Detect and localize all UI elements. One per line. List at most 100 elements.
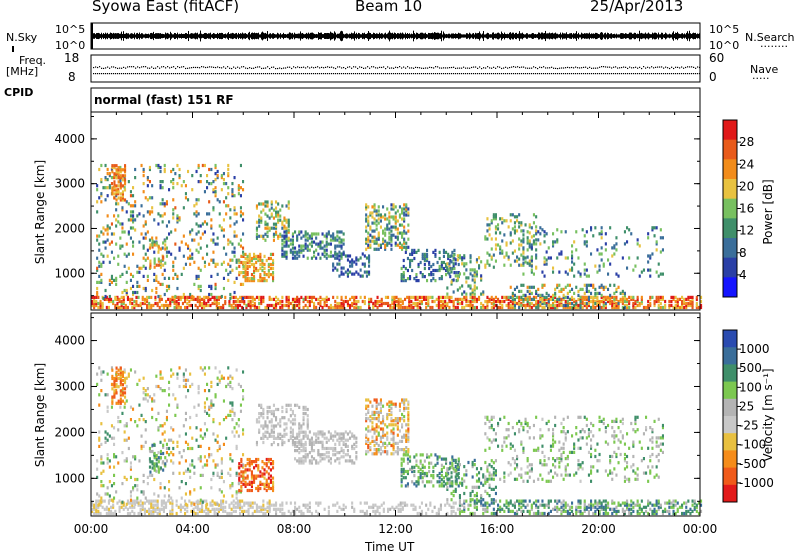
power-cell [573, 240, 576, 244]
noise-sample [352, 33, 353, 39]
power-cell [332, 268, 335, 272]
noise-sample [450, 34, 451, 38]
power-cell [224, 301, 227, 306]
velocity-cell [179, 503, 182, 507]
power-cell [338, 254, 341, 258]
nave-sample [425, 73, 427, 75]
power-cell [393, 299, 396, 304]
power-cell [409, 277, 412, 281]
power-cell [432, 262, 435, 267]
power-cell [617, 301, 620, 306]
power-cell [581, 299, 584, 304]
nave-sample [679, 73, 681, 75]
velocity-cell [450, 509, 453, 513]
velocity-cell [575, 509, 578, 513]
noise-sample [638, 33, 639, 39]
noise-sample [541, 32, 542, 40]
power-cell [596, 295, 599, 299]
power-cell [390, 207, 393, 211]
power-cell [136, 280, 139, 284]
power-cell [552, 232, 555, 236]
power-cell [636, 297, 639, 301]
velocity-cell [359, 501, 362, 505]
power-cell [408, 303, 411, 308]
nave-sample [437, 73, 439, 75]
power-cell [396, 235, 399, 239]
velocity-cell [454, 501, 457, 505]
velocity-cell [243, 509, 246, 513]
power-cell [600, 232, 603, 236]
power-cell [325, 256, 328, 260]
power-cell [609, 299, 612, 304]
velocity-cell [520, 509, 523, 513]
nave-sample [239, 73, 241, 75]
nave-sample [263, 73, 265, 75]
freq-sample [573, 67, 575, 69]
power-cell [285, 252, 288, 256]
noise-sample [146, 33, 147, 39]
nave-sample [683, 73, 685, 75]
power-cell [96, 234, 99, 238]
noise-sample [286, 34, 287, 38]
freq-sample [519, 66, 521, 69]
power-cell [197, 163, 200, 168]
noise-sample [545, 30, 546, 42]
velocity-cell [507, 501, 510, 505]
noise-sample [644, 33, 645, 39]
power-cell [117, 174, 120, 178]
freq-sample [129, 66, 131, 68]
noise-sample [409, 33, 410, 39]
power-cell [522, 257, 525, 261]
power-cell [526, 248, 529, 252]
noise-sample [438, 32, 439, 40]
power-cell [164, 243, 167, 247]
velocity-cell [249, 501, 252, 505]
power-cell [568, 289, 571, 293]
power-cell [509, 213, 512, 217]
power-cell [302, 234, 305, 238]
power-cell [522, 229, 525, 233]
noise-sample [287, 33, 288, 39]
noise-sample [597, 33, 598, 39]
power-cell [575, 305, 578, 310]
power-cell [336, 234, 339, 238]
nave-sample [223, 73, 225, 75]
power-cell [319, 256, 322, 260]
noise-sample [345, 33, 346, 39]
power-cell [275, 212, 278, 216]
power-cell [287, 244, 290, 248]
power-cell [196, 295, 199, 299]
noise-sample [400, 32, 401, 40]
noise-sample [633, 33, 634, 39]
power-cell [632, 303, 635, 308]
power-cell [253, 275, 256, 279]
power-cell [199, 246, 202, 250]
noise-sample [377, 33, 378, 39]
freq-sample [611, 67, 613, 69]
power-cell [368, 272, 371, 276]
power-cell [217, 295, 220, 299]
noise-sample [228, 32, 229, 40]
power-cell [313, 305, 316, 310]
power-cell [566, 291, 569, 295]
power-cell [175, 303, 178, 308]
power-cell [426, 279, 429, 283]
power-cell [233, 246, 236, 250]
velocity-cell [158, 509, 161, 513]
power-cell [657, 262, 660, 266]
power-cell [513, 229, 516, 233]
power-cell [480, 260, 483, 264]
noise-sample [137, 32, 138, 40]
noise-sample [204, 33, 205, 39]
freq-sample [553, 67, 555, 69]
power-cell [434, 279, 437, 283]
power-cell [475, 299, 478, 304]
power-cell [142, 214, 145, 218]
power-cell [111, 192, 114, 196]
power-cell [446, 301, 449, 306]
power-cell [168, 232, 171, 236]
power-cell [174, 228, 177, 232]
power-cell [195, 202, 198, 206]
velocity-cell [171, 499, 174, 503]
power-cell [298, 303, 301, 308]
